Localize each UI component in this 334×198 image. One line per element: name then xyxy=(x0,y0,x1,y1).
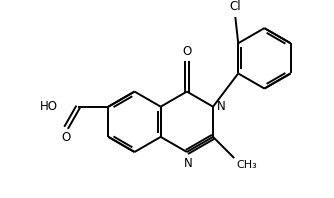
Text: N: N xyxy=(184,157,193,170)
Text: N: N xyxy=(216,100,225,113)
Text: O: O xyxy=(182,45,191,58)
Text: HO: HO xyxy=(40,100,58,113)
Text: O: O xyxy=(61,131,71,144)
Text: CH₃: CH₃ xyxy=(237,160,258,170)
Text: Cl: Cl xyxy=(229,0,241,13)
